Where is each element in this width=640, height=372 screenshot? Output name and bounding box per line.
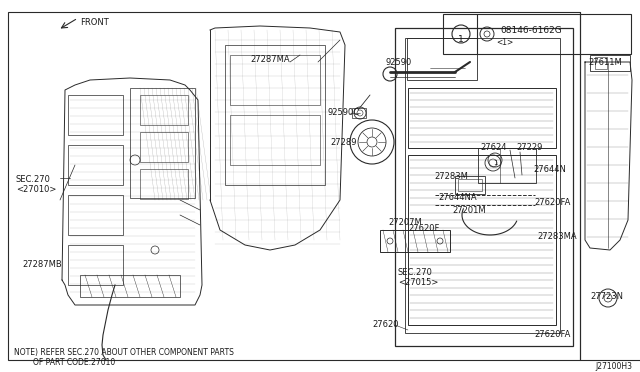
Text: 27289: 27289: [330, 138, 356, 147]
Text: 1: 1: [458, 35, 464, 44]
Text: 27723N: 27723N: [590, 292, 623, 301]
Bar: [68, 245, 123, 285]
Bar: [68, 95, 123, 135]
Text: NOTE) REFER SEC.270 ABOUT OTHER COMPONENT PARTS: NOTE) REFER SEC.270 ABOUT OTHER COMPONEN…: [14, 348, 234, 357]
Bar: [443, 14, 631, 54]
Text: 92590: 92590: [385, 58, 412, 67]
Bar: [408, 155, 556, 325]
Bar: [458, 179, 482, 191]
Text: 27620FA: 27620FA: [534, 330, 570, 339]
Bar: [68, 145, 123, 185]
Text: 27229: 27229: [516, 143, 542, 152]
Bar: [140, 169, 188, 199]
Bar: [590, 55, 630, 71]
Bar: [395, 28, 573, 346]
Bar: [478, 148, 536, 183]
Text: 27287MA: 27287MA: [250, 55, 290, 64]
Text: 92590C: 92590C: [328, 108, 360, 117]
Bar: [230, 55, 320, 105]
Bar: [130, 88, 195, 198]
Text: 27620FA: 27620FA: [534, 198, 570, 207]
Text: 27283M: 27283M: [434, 172, 468, 181]
Text: 27611M: 27611M: [588, 58, 621, 67]
Bar: [8, 12, 580, 360]
Text: 27283MA: 27283MA: [537, 232, 577, 241]
Bar: [140, 95, 188, 125]
Bar: [352, 108, 366, 118]
Bar: [408, 88, 556, 148]
Text: 27644N: 27644N: [533, 165, 566, 174]
Text: SEC.270: SEC.270: [16, 175, 51, 184]
Bar: [455, 176, 485, 194]
Text: FRONT: FRONT: [80, 18, 109, 27]
Bar: [405, 38, 560, 333]
Text: 27201M: 27201M: [452, 206, 486, 215]
Text: 27644NA: 27644NA: [438, 193, 477, 202]
Text: <1>: <1>: [496, 38, 513, 47]
Text: 27624: 27624: [480, 143, 506, 152]
Text: 1: 1: [493, 160, 497, 166]
Text: SEC.270: SEC.270: [398, 268, 433, 277]
Bar: [225, 45, 325, 185]
Bar: [68, 195, 123, 235]
Bar: [140, 132, 188, 162]
Bar: [595, 57, 607, 69]
Bar: [407, 38, 477, 80]
Text: <27015>: <27015>: [398, 278, 438, 287]
Text: J27100H3: J27100H3: [595, 362, 632, 371]
Bar: [380, 230, 450, 252]
Text: 27620: 27620: [372, 320, 399, 329]
Text: OF PART CODE:27010: OF PART CODE:27010: [14, 358, 115, 367]
Bar: [230, 115, 320, 165]
Text: 27287MB: 27287MB: [22, 260, 61, 269]
Text: 27207M: 27207M: [388, 218, 422, 227]
Bar: [80, 275, 180, 297]
Text: 27620F: 27620F: [408, 224, 440, 233]
Text: 08146-6162G: 08146-6162G: [500, 26, 562, 35]
Text: <27010>: <27010>: [16, 185, 56, 194]
